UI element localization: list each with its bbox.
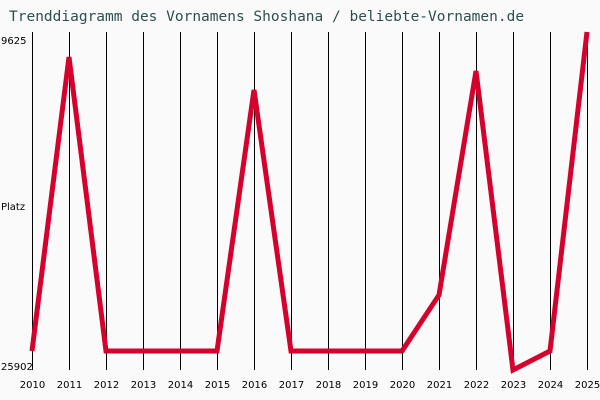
x-tick-label-2020: 2020 — [389, 380, 416, 391]
y-axis-title: Platz — [1, 202, 26, 213]
x-tick-label-2022: 2022 — [463, 380, 490, 391]
x-tick-label-2023: 2023 — [500, 380, 527, 391]
x-tick-label-2016: 2016 — [241, 380, 268, 391]
x-tick-label-2018: 2018 — [315, 380, 342, 391]
x-tick-label-2012: 2012 — [93, 380, 120, 391]
chart-title: Trenddiagramm des Vornamens Shoshana / b… — [9, 9, 525, 25]
x-tick-label-2013: 2013 — [130, 380, 157, 391]
vertical-gridlines — [32, 32, 588, 370]
y-axis-top-label: 9625 — [1, 36, 27, 47]
x-tick-label-2010: 2010 — [19, 380, 46, 391]
x-tick-label-2024: 2024 — [537, 380, 564, 391]
x-tick-label-2025: 2025 — [574, 380, 600, 391]
x-tick-label-2011: 2011 — [56, 380, 83, 391]
x-tick-label-2017: 2017 — [278, 380, 305, 391]
x-tick-label-2021: 2021 — [426, 380, 453, 391]
x-tick-label-2015: 2015 — [204, 380, 231, 391]
x-tick-label-2019: 2019 — [352, 380, 379, 391]
x-tick-label-2014: 2014 — [167, 380, 194, 391]
trend-line — [29, 31, 590, 374]
y-axis-bottom-label: 25902 — [1, 362, 33, 373]
